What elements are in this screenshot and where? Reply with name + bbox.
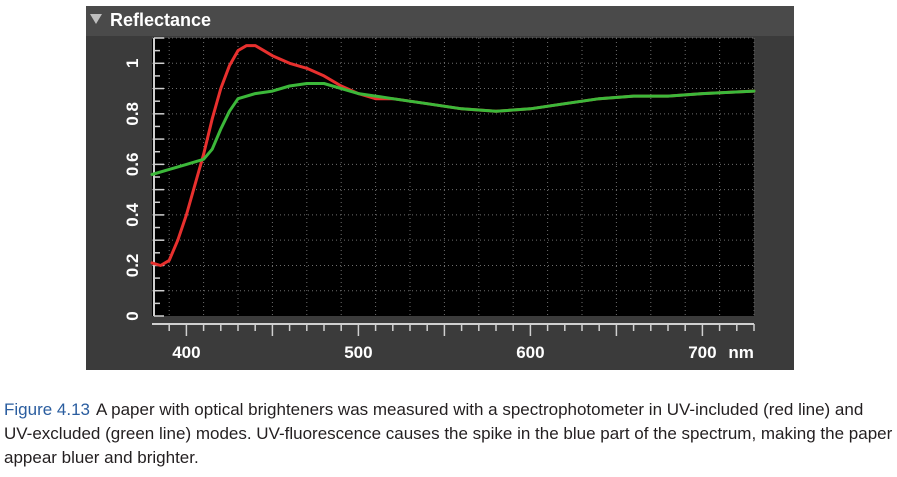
reflectance-panel: Reflectance 0 0.2 0.4 0.6 0.8 1 400 500 600 700 nm [86,6,794,370]
reflectance-chart: 0 0.2 0.4 0.6 0.8 1 400 500 600 700 nm [123,37,756,362]
y-tick-label: 0.8 [123,102,142,126]
panel-header: Reflectance [86,6,794,36]
collapse-triangle-icon[interactable] [90,14,102,24]
x-tick-label: 400 [172,343,200,362]
caption-text: A paper with optical brighteners was mea… [4,400,893,467]
x-unit-label: nm [728,343,754,362]
x-tick-label: 500 [344,343,372,362]
plot-area [152,38,754,316]
series-line-green [150,82,756,176]
y-tick-label: 0.2 [123,254,142,278]
y-tick-label: 1 [123,59,142,68]
x-tick-label: 700 [688,343,716,362]
y-tick-label: 0 [123,311,142,320]
panel-title: Reflectance [110,10,212,30]
y-tick-label: 0.4 [123,203,142,227]
figure-caption: Figure 4.13 A paper with optical brighten… [4,398,894,470]
y-tick-label: 0.6 [123,153,142,177]
figure-label: Figure 4.13 [4,400,90,419]
x-tick-label: 600 [516,343,544,362]
